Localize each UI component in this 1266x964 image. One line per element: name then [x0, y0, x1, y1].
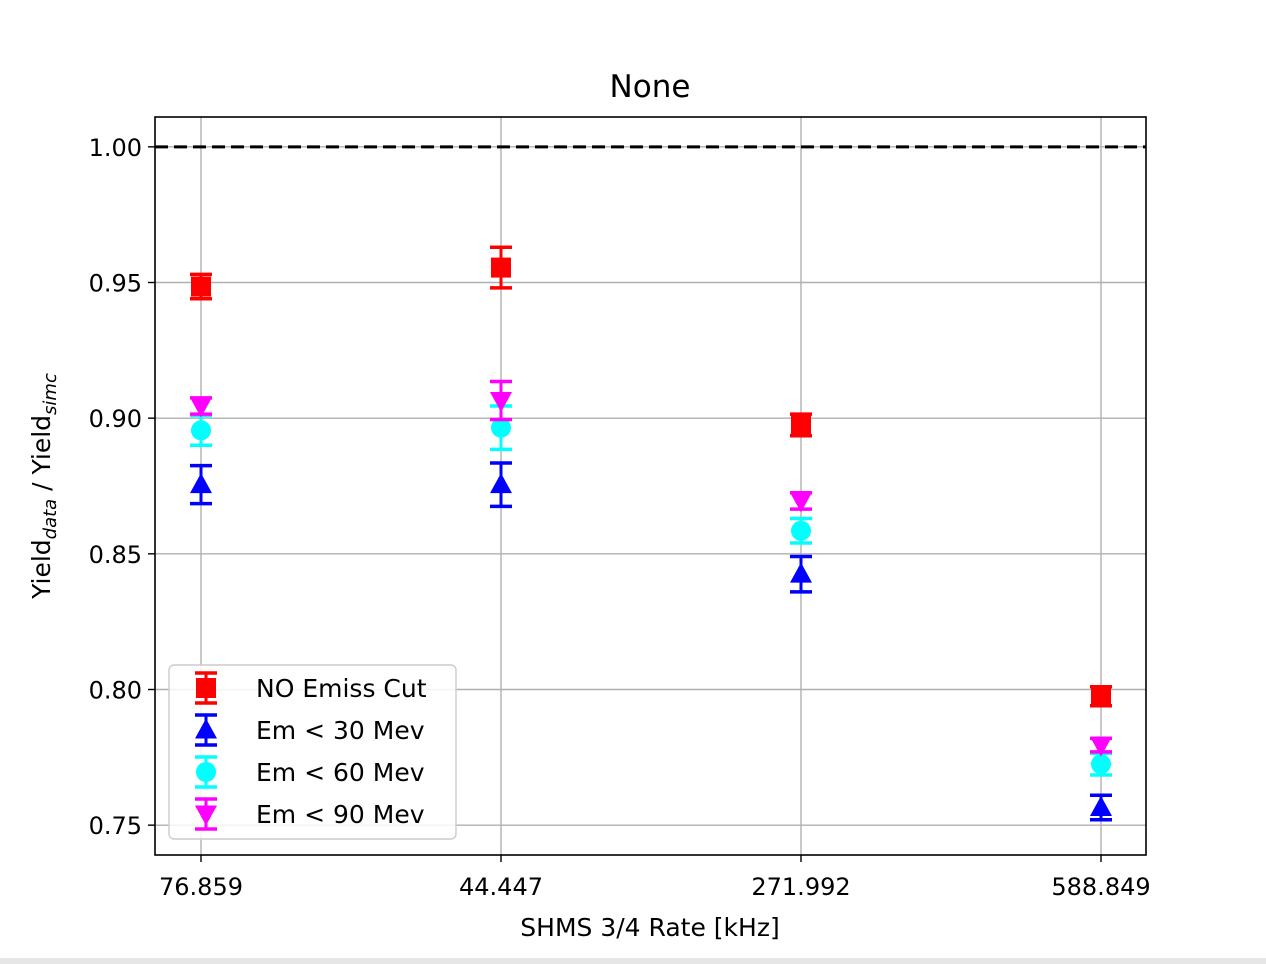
data-point [491, 417, 511, 438]
y-tick-label: 0.95 [89, 270, 142, 298]
y-axis-label-subscript-simc: simc [40, 373, 61, 415]
data-point [791, 414, 811, 435]
y-axis: 0.75 0.80 0.85 0.90 0.95 1.00 [89, 134, 155, 840]
legend-entry: Em < 30 Mev [195, 713, 425, 747]
legend-entry: NO Emiss Cut [195, 671, 427, 705]
data-point [490, 473, 512, 494]
y-tick-label: 0.85 [89, 541, 142, 569]
data-point [191, 276, 211, 297]
data-point [790, 492, 812, 513]
data-point [190, 397, 212, 418]
x-axis: 76.859 44.447 271.992 588.849 [159, 855, 1151, 901]
data-point [1090, 796, 1112, 817]
legend-entry: Em < 60 Mev [195, 755, 425, 789]
y-tick-label: 0.90 [89, 405, 142, 433]
data-point [790, 562, 812, 583]
series-group [190, 245, 1112, 708]
data-point [191, 420, 211, 441]
legend-marker [196, 678, 216, 698]
x-axis-label: SHMS 3/4 Rate [kHz] [520, 913, 779, 942]
y-tick-label: 0.75 [89, 812, 142, 840]
legend-marker [196, 762, 216, 782]
data-point [1090, 736, 1112, 757]
legend-entry: Em < 90 Mev [195, 797, 425, 831]
y-axis-label-base: Yield [27, 539, 56, 600]
legend-marker [195, 718, 217, 739]
data-series [190, 245, 1112, 822]
data-point [190, 473, 212, 494]
y-axis-label-separator: / Yield [27, 415, 56, 499]
legend-box [168, 664, 457, 840]
series-group [190, 379, 1112, 757]
y-tick-label: 0.80 [89, 676, 142, 704]
plot-frame [154, 116, 1147, 856]
x-tick-label: 588.849 [1051, 873, 1150, 901]
y-axis-label: Yielddata / Yieldsimc [27, 373, 61, 600]
legend-label: Em < 90 Mev [256, 800, 425, 829]
legend-label: Em < 30 Mev [256, 716, 425, 745]
data-point [1091, 686, 1111, 707]
data-point [490, 392, 512, 413]
series-group [190, 461, 1112, 822]
window-bottom-edge [0, 958, 1266, 964]
chart-title: None [610, 69, 691, 105]
legend-marker [195, 805, 217, 826]
legend-label: NO Emiss Cut [256, 674, 427, 703]
legend-label: Em < 60 Mev [256, 758, 425, 787]
x-tick-label: 271.992 [751, 873, 850, 901]
data-point [1091, 754, 1111, 775]
x-tick-label: 44.447 [459, 873, 543, 901]
legend: NO Emiss Cut Em < 30 Mev Em < 60 Mev Em < 9… [168, 664, 457, 840]
x-tick-label: 76.859 [159, 873, 243, 901]
y-tick-label: 1.00 [89, 134, 142, 162]
y-axis-label-subscript-data: data [40, 499, 61, 540]
data-point [491, 257, 511, 278]
data-point [791, 520, 811, 541]
